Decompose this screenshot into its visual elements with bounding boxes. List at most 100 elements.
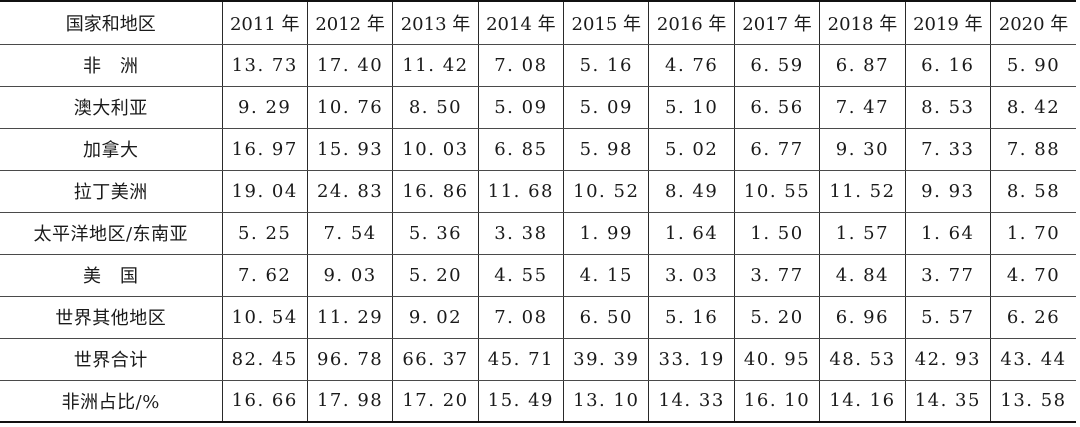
table-cell: 10. 76 [306, 85, 394, 129]
table-row: 非洲占比/% 16. 66 17. 98 17. 20 15. 49 13. 10 14. … [0, 379, 1076, 423]
table-cell: 5. 09 [563, 85, 650, 129]
row-region-label: 拉丁美洲 [0, 169, 223, 213]
header-year: 2014 年 [477, 0, 565, 45]
table-cell: 24. 83 [306, 169, 394, 213]
table-cell: 9. 93 [904, 169, 992, 213]
table-cell: 4. 76 [648, 43, 735, 87]
header-year: 2013 年 [392, 0, 479, 45]
table-cell: 5. 02 [648, 127, 735, 171]
row-region-label: 加拿大 [0, 127, 223, 171]
table-cell: 4. 84 [819, 253, 906, 297]
table-cell: 4. 70 [990, 253, 1076, 297]
table-row: 太平洋地区/东南亚 5. 25 7. 54 5. 36 3. 38 1. 99 1. 64 1… [0, 211, 1076, 255]
table-cell: 7. 08 [477, 295, 565, 339]
table-cell: 9. 02 [392, 295, 479, 339]
table-cell: 1. 64 [904, 211, 992, 255]
table-row: 拉丁美洲 19. 04 24. 83 16. 86 11. 68 10. 52 8. 49 1… [0, 169, 1076, 213]
row-region-label: 非 洲 [0, 43, 223, 87]
table-row: 世界合计 82. 45 96. 78 66. 37 45. 71 39. 39 33. 19… [0, 337, 1076, 381]
table-cell: 5. 16 [563, 43, 650, 87]
table-cell: 7. 62 [221, 253, 308, 297]
table-cell: 13. 58 [990, 379, 1076, 423]
table-cell: 15. 49 [477, 379, 565, 423]
table-cell: 33. 19 [648, 337, 735, 381]
table-row: 加拿大 16. 97 15. 93 10. 03 6. 85 5. 98 5. 02 6. 7… [0, 127, 1076, 171]
table-cell: 11. 42 [392, 43, 479, 87]
table-cell: 11. 52 [819, 169, 906, 213]
table-cell: 14. 33 [648, 379, 735, 423]
table-cell: 6. 26 [990, 295, 1076, 339]
table-cell: 42. 93 [904, 337, 992, 381]
table-cell: 7. 33 [904, 127, 992, 171]
table-cell: 5. 16 [648, 295, 735, 339]
table-cell: 5. 20 [733, 295, 821, 339]
table-cell: 4. 15 [563, 253, 650, 297]
table-cell: 10. 03 [392, 127, 479, 171]
table-cell: 40. 95 [733, 337, 821, 381]
header-year: 2020 年 [990, 0, 1076, 45]
header-row: 国家和地区 2011 年 2012 年 2013 年 2014 年 2015 年… [0, 0, 1076, 45]
table-cell: 8. 42 [990, 85, 1076, 129]
row-region-label: 美 国 [0, 253, 223, 297]
table-cell: 16. 86 [392, 169, 479, 213]
table-cell: 15. 93 [306, 127, 394, 171]
table-cell: 16. 66 [221, 379, 308, 423]
table-cell: 1. 50 [733, 211, 821, 255]
table-body: 非 洲 13. 73 17. 40 11. 42 7. 08 5. 16 4. 76 6. 5… [0, 43, 1076, 423]
table-cell: 48. 53 [819, 337, 906, 381]
table-cell: 6. 77 [733, 127, 821, 171]
table-cell: 16. 10 [733, 379, 821, 423]
table-cell: 10. 52 [563, 169, 650, 213]
table-cell: 3. 38 [477, 211, 565, 255]
header-year: 2018 年 [819, 0, 906, 45]
table-cell: 7. 08 [477, 43, 565, 87]
table-cell: 5. 20 [392, 253, 479, 297]
header-year: 2017 年 [733, 0, 821, 45]
table-cell: 5. 10 [648, 85, 735, 129]
row-region-label: 世界合计 [0, 337, 223, 381]
table-cell: 6. 87 [819, 43, 906, 87]
table-cell: 5. 98 [563, 127, 650, 171]
table-cell: 3. 77 [904, 253, 992, 297]
table-cell: 6. 50 [563, 295, 650, 339]
table-row: 美 国 7. 62 9. 03 5. 20 4. 55 4. 15 3. 03 3. 77 4.… [0, 253, 1076, 297]
header-year: 2019 年 [904, 0, 992, 45]
table-cell: 8. 50 [392, 85, 479, 129]
table-cell: 13. 73 [221, 43, 308, 87]
header-year: 2015 年 [563, 0, 650, 45]
table-cell: 6. 59 [733, 43, 821, 87]
header-year: 2012 年 [306, 0, 394, 45]
table-cell: 82. 45 [221, 337, 308, 381]
table-cell: 4. 55 [477, 253, 565, 297]
table-cell: 5. 25 [221, 211, 308, 255]
row-region-label: 澳大利亚 [0, 85, 223, 129]
table-cell: 5. 57 [904, 295, 992, 339]
table-cell: 14. 16 [819, 379, 906, 423]
table-cell: 10. 54 [221, 295, 308, 339]
table-cell: 7. 88 [990, 127, 1076, 171]
table-cell: 66. 37 [392, 337, 479, 381]
table-cell: 9. 29 [221, 85, 308, 129]
table-cell: 1. 99 [563, 211, 650, 255]
row-region-label: 太平洋地区/东南亚 [0, 211, 223, 255]
table-cell: 19. 04 [221, 169, 308, 213]
table-cell: 1. 57 [819, 211, 906, 255]
table-row: 非 洲 13. 73 17. 40 11. 42 7. 08 5. 16 4. 76 6. 5… [0, 43, 1076, 87]
table-cell: 17. 20 [392, 379, 479, 423]
table-cell: 11. 29 [306, 295, 394, 339]
table-row: 世界其他地区 10. 54 11. 29 9. 02 7. 08 6. 50 5. 16 5.… [0, 295, 1076, 339]
table-cell: 45. 71 [477, 337, 565, 381]
table-cell: 5. 90 [990, 43, 1076, 87]
table-cell: 9. 30 [819, 127, 906, 171]
table-cell: 9. 03 [306, 253, 394, 297]
header-year: 2016 年 [648, 0, 735, 45]
table-cell: 17. 40 [306, 43, 394, 87]
table-cell: 96. 78 [306, 337, 394, 381]
table-cell: 8. 58 [990, 169, 1076, 213]
table-cell: 1. 64 [648, 211, 735, 255]
table-cell: 43. 44 [990, 337, 1076, 381]
table-cell: 7. 54 [306, 211, 394, 255]
table-cell: 8. 53 [904, 85, 992, 129]
